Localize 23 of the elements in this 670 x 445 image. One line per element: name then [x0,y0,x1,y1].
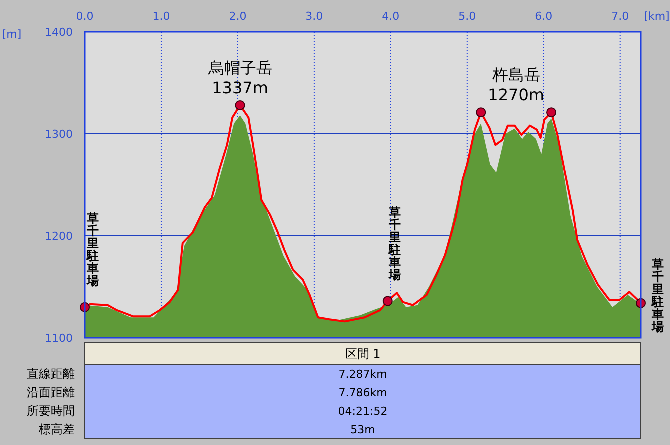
x-tick-label: 3.0 [306,10,324,23]
x-tick-label: 2.0 [229,10,247,23]
annotation: 杵島岳 1270m [488,66,544,105]
x-tick-label: 7.0 [612,10,630,23]
y-tick-label: 1300 [45,128,73,141]
annotation: 草千里駐車場 [651,257,664,334]
point [235,100,246,110]
x-tick-label: 1.0 [152,10,170,23]
point [382,296,393,306]
y-tick-label: 1200 [45,230,73,243]
x-tick-label: 4.0 [382,10,400,23]
y-axis-title: [m] [2,28,22,41]
x-tick-label: 5.0 [458,10,476,23]
table: 区間 1 直線距離 7.287km 沿面距離 7.786km 所要時間 04:21:52 標高差 53m [27,342,642,440]
x-tick-label: 0.0 [76,10,94,23]
annotation: 烏帽子岳 1337m [207,58,272,98]
annotation: 草千里駐車場 [86,211,99,288]
y-tick-label: 1400 [45,26,73,39]
y-tick-label: 1100 [45,332,73,345]
point [546,108,557,118]
x-tick-label: 6.0 [535,10,553,23]
x-axis-title: [km] [644,10,670,23]
point [476,108,486,118]
